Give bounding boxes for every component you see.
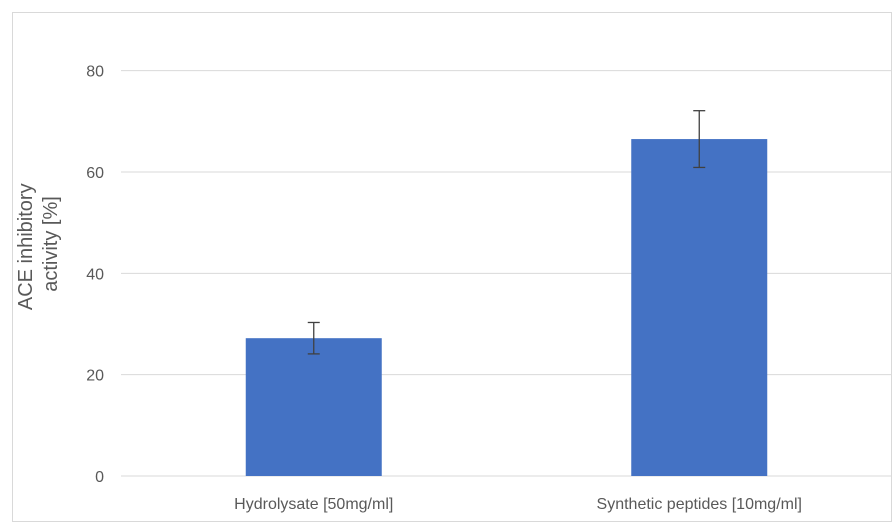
error-bars [307,110,706,355]
error-bar [693,110,706,169]
y-tick-label: 0 [95,469,104,486]
y-tick-label: 60 [86,165,104,182]
error-bar [307,321,320,355]
y-tick-label: 40 [86,266,104,283]
x-tick-label: Synthetic peptides [10mg/ml] [597,496,802,513]
bar [631,139,768,477]
y-axis-title: ACE inhibitory activity [%] [15,178,62,310]
y-tick-label: 80 [86,64,104,81]
gridlines [121,70,892,477]
y-tick-label: 20 [86,368,104,385]
bars [245,139,768,477]
y-axis-title-line-2: activity [%] [40,196,62,292]
bar [245,338,382,476]
y-tick-labels: 0 20 40 60 80 [86,64,104,486]
x-tick-labels: Hydrolysate [50mg/ml] Synthetic peptides … [234,496,802,513]
x-tick-label: Hydrolysate [50mg/ml] [234,496,393,513]
y-axis-title-line-1: ACE inhibitory [15,183,37,310]
